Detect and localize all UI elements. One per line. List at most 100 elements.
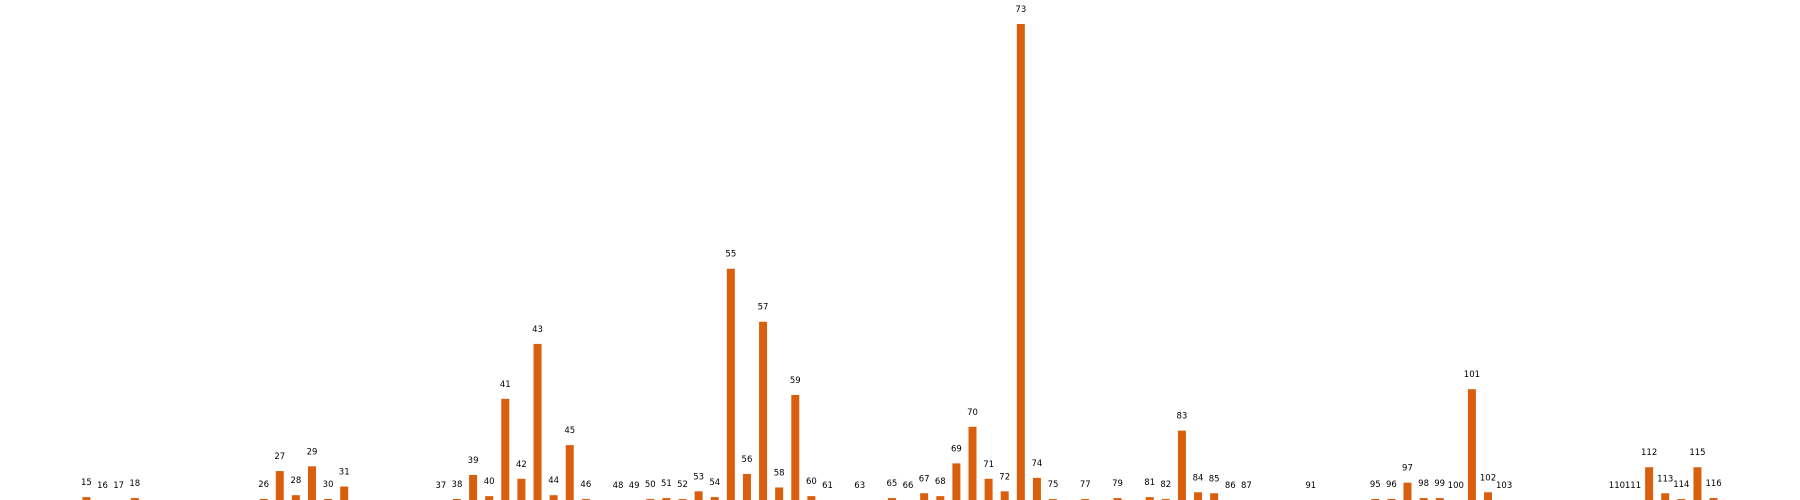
bar-83	[1177, 430, 1186, 500]
bar-label-46: 46	[580, 480, 591, 490]
bar-label-82: 82	[1160, 480, 1171, 490]
bar-label-77: 77	[1080, 480, 1091, 490]
bar-label-72: 72	[999, 472, 1010, 482]
bar-label-15: 15	[81, 478, 92, 488]
bar-116	[1709, 498, 1718, 500]
bar-53	[694, 491, 703, 500]
bar-label-54: 54	[709, 478, 720, 488]
bar-label-16: 16	[97, 481, 108, 491]
bar-42	[517, 478, 526, 500]
bar-label-51: 51	[661, 479, 672, 489]
bar-101	[1467, 389, 1476, 500]
bar-58	[775, 487, 784, 500]
bar-65	[887, 498, 896, 500]
bar-68	[936, 496, 945, 500]
bar-27	[275, 471, 284, 500]
bar-value-labels: 15 16 17 18 26 27 28 29 30 31 37 38 39 40 41 42 43 44 45 46…	[81, 5, 1722, 491]
bar-label-41: 41	[500, 380, 511, 390]
bar-label-102: 102	[1480, 473, 1496, 483]
bar-label-99: 99	[1434, 479, 1445, 489]
bar-97	[1403, 482, 1412, 500]
bar-label-67: 67	[919, 474, 930, 484]
bar-84	[1194, 492, 1203, 500]
bar-label-31: 31	[339, 468, 350, 478]
bar-70	[968, 426, 977, 500]
bar-56	[742, 473, 751, 500]
bar-label-60: 60	[806, 477, 817, 487]
bar-label-38: 38	[452, 480, 463, 490]
bar-60	[807, 496, 816, 500]
bar-102	[1484, 492, 1493, 500]
bar-label-42: 42	[516, 460, 527, 470]
bar-label-52: 52	[677, 480, 688, 490]
bar-label-40: 40	[484, 477, 495, 487]
bar-69	[952, 463, 961, 500]
bar-label-37: 37	[435, 481, 446, 491]
bar-label-65: 65	[887, 479, 898, 489]
bar-label-110: 110	[1609, 481, 1625, 491]
bar-44	[549, 495, 558, 500]
bar-label-53: 53	[693, 472, 704, 482]
bar-43	[533, 343, 542, 500]
bar-label-79: 79	[1112, 479, 1123, 489]
bar-label-39: 39	[468, 456, 479, 466]
bar-label-111: 111	[1625, 481, 1641, 491]
bar-label-116: 116	[1705, 479, 1721, 489]
bar-series	[82, 24, 1718, 500]
bar-67	[920, 493, 929, 500]
bar-label-100: 100	[1448, 481, 1464, 491]
bar-label-91: 91	[1305, 481, 1316, 491]
bar-label-73: 73	[1015, 5, 1026, 15]
bar-41	[501, 398, 510, 500]
bar-39	[469, 474, 478, 500]
bar-label-26: 26	[258, 480, 269, 490]
bar-label-98: 98	[1418, 479, 1429, 489]
bar-label-112: 112	[1641, 448, 1657, 458]
bar-label-30: 30	[323, 480, 334, 490]
bar-label-68: 68	[935, 477, 946, 487]
bar-112	[1645, 467, 1654, 500]
bar-label-50: 50	[645, 480, 656, 490]
bar-71	[984, 478, 993, 500]
bar-98	[1419, 498, 1428, 500]
bar-40	[485, 496, 494, 500]
bar-label-97: 97	[1402, 464, 1413, 474]
bar-label-114: 114	[1673, 480, 1689, 490]
bar-31	[340, 486, 349, 500]
bar-99	[1435, 498, 1444, 500]
bar-label-59: 59	[790, 376, 801, 386]
bar-label-61: 61	[822, 481, 833, 491]
bar-label-70: 70	[967, 408, 978, 418]
bar-79	[1113, 498, 1122, 500]
bar-15	[82, 497, 91, 500]
bar-45	[565, 445, 574, 500]
bar-label-74: 74	[1032, 459, 1043, 469]
bar-label-95: 95	[1370, 480, 1381, 490]
bar-label-18: 18	[129, 479, 140, 489]
bar-label-96: 96	[1386, 480, 1397, 490]
bar-label-49: 49	[629, 481, 640, 491]
bar-label-56: 56	[742, 455, 753, 465]
bar-label-55: 55	[725, 250, 736, 260]
bar-label-83: 83	[1177, 412, 1188, 422]
bar-label-75: 75	[1048, 480, 1059, 490]
bar-label-28: 28	[290, 476, 301, 486]
bar-label-85: 85	[1209, 474, 1220, 484]
bar-18	[130, 498, 139, 500]
bar-label-63: 63	[854, 481, 865, 491]
bar-label-101: 101	[1464, 370, 1480, 380]
bar-label-17: 17	[113, 481, 124, 491]
bar-74	[1032, 477, 1041, 500]
bar-label-27: 27	[274, 452, 285, 462]
bar-113	[1661, 493, 1670, 500]
bar-label-43: 43	[532, 325, 543, 335]
bar-label-48: 48	[613, 481, 624, 491]
bar-label-103: 103	[1496, 481, 1512, 491]
bar-57	[759, 321, 768, 500]
bar-label-71: 71	[983, 460, 994, 470]
bar-29	[307, 466, 316, 500]
bar-81	[1145, 497, 1154, 500]
bar-54	[710, 497, 719, 500]
bar-label-87: 87	[1241, 481, 1252, 491]
